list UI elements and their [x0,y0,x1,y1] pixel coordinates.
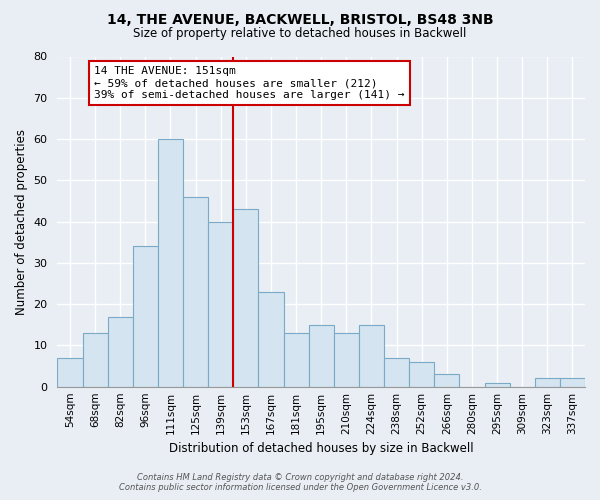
Bar [233,209,259,386]
X-axis label: Distribution of detached houses by size in Backwell: Distribution of detached houses by size … [169,442,473,455]
Text: Size of property relative to detached houses in Backwell: Size of property relative to detached ho… [133,28,467,40]
Bar [359,325,384,386]
Bar [58,358,83,386]
Bar [560,378,585,386]
Bar [384,358,409,386]
Bar [107,316,133,386]
Bar [308,325,334,386]
Bar [334,333,359,386]
Text: 14 THE AVENUE: 151sqm
← 59% of detached houses are smaller (212)
39% of semi-det: 14 THE AVENUE: 151sqm ← 59% of detached … [94,66,405,100]
Bar [259,292,284,386]
Bar [434,374,460,386]
Text: 14, THE AVENUE, BACKWELL, BRISTOL, BS48 3NB: 14, THE AVENUE, BACKWELL, BRISTOL, BS48 … [107,12,493,26]
Bar [208,222,233,386]
Bar [535,378,560,386]
Text: Contains HM Land Registry data © Crown copyright and database right 2024.
Contai: Contains HM Land Registry data © Crown c… [119,473,481,492]
Bar [83,333,107,386]
Bar [183,197,208,386]
Bar [133,246,158,386]
Bar [158,139,183,386]
Bar [409,362,434,386]
Y-axis label: Number of detached properties: Number of detached properties [15,128,28,314]
Bar [284,333,308,386]
Bar [485,382,509,386]
